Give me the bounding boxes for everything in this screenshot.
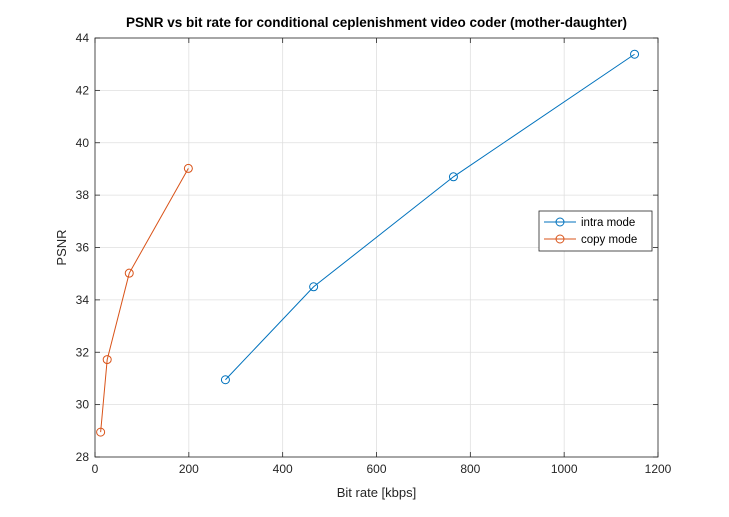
x-tick-label: 1200 xyxy=(645,462,672,476)
legend-entry: copy mode xyxy=(544,234,637,246)
tick-group: 0 200 400 600 800 1000 1200 28 30 32 34 36 38 40 42 44 xyxy=(76,31,672,476)
data-point xyxy=(183,163,193,173)
y-tick-label: 34 xyxy=(76,293,90,307)
data-point xyxy=(220,375,230,385)
series-line xyxy=(100,168,189,433)
x-tick-label: 1000 xyxy=(551,462,578,476)
legend-marker xyxy=(555,217,565,227)
y-tick-label: 30 xyxy=(76,398,90,412)
x-tick-label: 0 xyxy=(92,462,99,476)
data-point xyxy=(124,268,134,278)
data-point xyxy=(448,172,458,182)
y-tick-label: 44 xyxy=(76,31,90,45)
series-intra-mode xyxy=(220,49,640,385)
x-axis-label: Bit rate [kbps] xyxy=(337,485,416,500)
series-copy-mode xyxy=(96,163,193,437)
x-tick-label: 600 xyxy=(366,462,386,476)
data-point xyxy=(309,282,319,292)
legend-box xyxy=(538,210,653,252)
legend-marker xyxy=(555,234,565,244)
y-tick-label: 28 xyxy=(76,450,90,464)
y-tick-label: 36 xyxy=(76,241,90,255)
x-tick-label: 800 xyxy=(460,462,480,476)
data-point xyxy=(630,49,640,59)
legend: intra mode copy mode xyxy=(538,210,653,252)
x-tick-label: 400 xyxy=(273,462,293,476)
series-line xyxy=(225,53,635,381)
data-point xyxy=(102,355,112,365)
series-group xyxy=(96,49,640,437)
x-tick-label: 200 xyxy=(179,462,199,476)
y-tick-label: 40 xyxy=(76,136,90,150)
y-tick-label: 42 xyxy=(76,83,90,97)
y-tick-label: 32 xyxy=(76,345,90,359)
legend-entry: intra mode xyxy=(544,217,635,229)
data-point xyxy=(96,427,106,437)
legend-label: intra mode xyxy=(581,217,635,229)
y-axis-label: PSNR xyxy=(54,229,69,265)
chart-title: PSNR vs bit rate for conditional cepleni… xyxy=(126,15,627,30)
legend-label: copy mode xyxy=(581,234,637,246)
y-tick-label: 38 xyxy=(76,188,90,202)
